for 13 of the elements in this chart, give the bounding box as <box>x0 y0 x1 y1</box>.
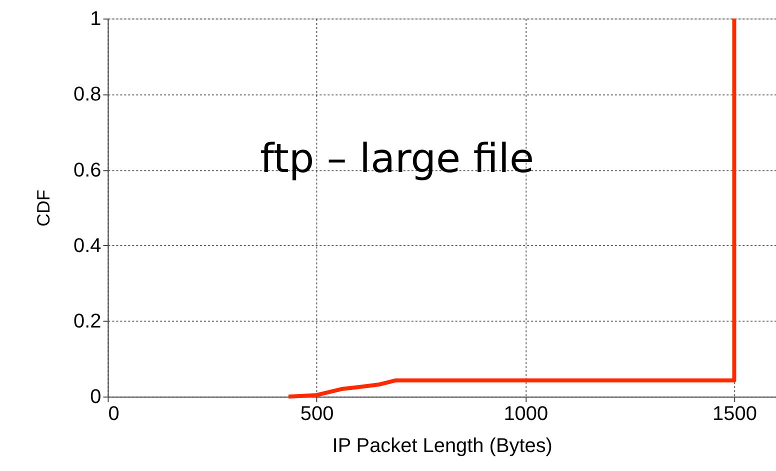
x-tick-label: 1500 <box>712 403 757 426</box>
y-tick-label: 1 <box>90 8 102 30</box>
x-tick-label: 0 <box>108 403 120 426</box>
x-tick-label: 500 <box>300 403 334 426</box>
x-tick-label: 1000 <box>504 403 548 426</box>
y-tick-label: 0.2 <box>74 310 102 332</box>
y-tick-label: 0.8 <box>74 84 102 106</box>
y-tick-label: 0.4 <box>74 234 102 257</box>
y-tick-label: 0 <box>90 386 102 408</box>
annotation: ftp – large file <box>260 136 534 182</box>
y-tick-label: 0.6 <box>74 159 102 182</box>
x-axis-title: IP Packet Length (Bytes) <box>332 434 552 457</box>
y-axis-title: CDF <box>34 190 54 227</box>
